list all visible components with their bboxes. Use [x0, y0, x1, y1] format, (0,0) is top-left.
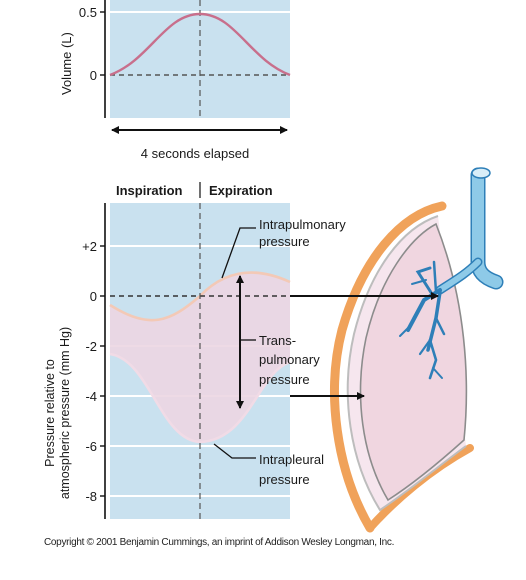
elapsed-label: 4 seconds elapsed	[141, 146, 249, 161]
pressure-tick-label: -2	[85, 339, 97, 354]
pressure-tick-label: -8	[85, 489, 97, 504]
volume-tick-label: 0	[90, 68, 97, 83]
pressure-tick-label: 0	[90, 289, 97, 304]
volume-panel	[110, 0, 290, 118]
chest-wall	[330, 201, 447, 533]
pressure-tick-label: -6	[85, 439, 97, 454]
volume-axis-label: Volume (L)	[59, 32, 74, 95]
copyright-text: Copyright © 2001 Benjamin Cummings, an i…	[44, 537, 395, 548]
pressure-tick-label: +2	[82, 239, 97, 254]
transpulmonary-label: pressure	[259, 372, 310, 387]
volume-curve	[109, 12, 291, 77]
intrapleural-curve	[109, 352, 291, 444]
intrapleural-leader	[213, 443, 256, 459]
intrapleural-label: pressure	[259, 472, 310, 487]
lung-illustration	[290, 167, 504, 533]
pressure-axis-label-line2: atmospheric pressure (mm Hg)	[58, 327, 72, 499]
intrapleural-label: Intrapleural	[259, 452, 324, 467]
volume-chart: 0.5 0 Volume (L) 4 seconds elapsed	[59, 0, 291, 161]
intrapulmonary-label: Intrapulmonary	[259, 217, 346, 232]
pressure-axis-label-line1: Pressure relative to	[43, 359, 57, 467]
intrapulmonary-leader	[221, 227, 256, 279]
transpulmonary-label: pulmonary	[259, 352, 320, 367]
pressure-tick-label: -4	[85, 389, 97, 404]
intrapulmonary-label: pressure	[259, 234, 310, 249]
pressure-chart: Inspiration Expiration +2 0 -2	[43, 182, 430, 519]
transpulmonary-label: Trans-	[259, 333, 296, 348]
bronchial-tree	[399, 257, 483, 380]
volume-tick-label: 0.5	[79, 5, 97, 20]
inspiration-label: Inspiration	[116, 183, 183, 198]
expiration-label: Expiration	[209, 183, 273, 198]
